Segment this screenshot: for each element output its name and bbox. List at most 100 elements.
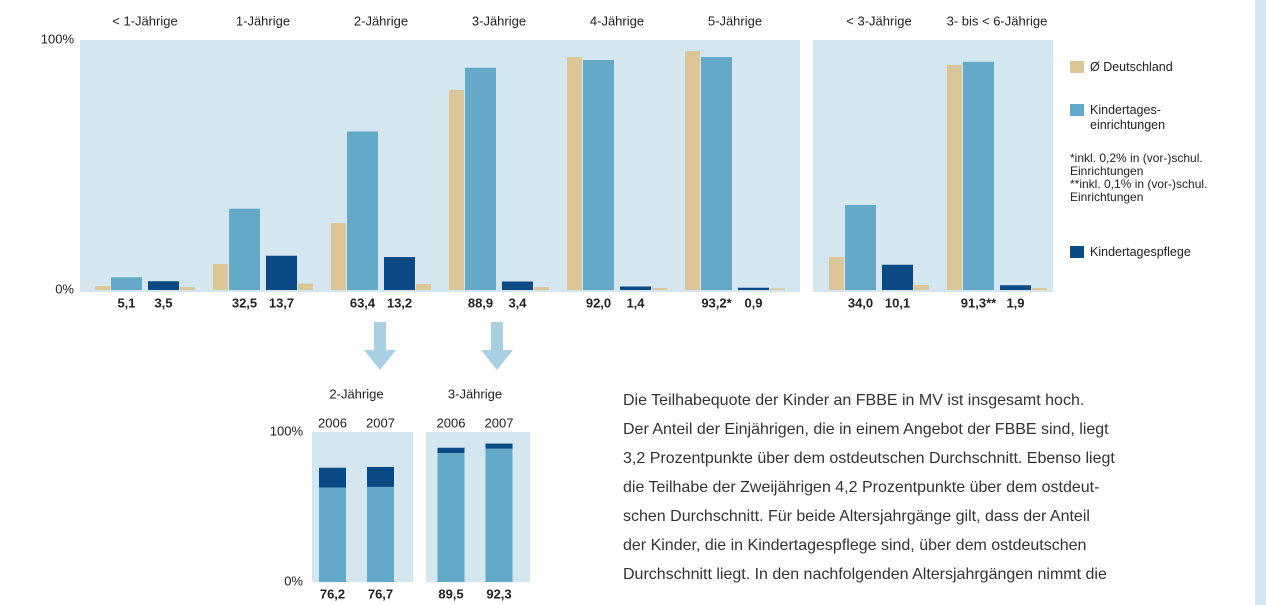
y-tick-label: 0%: [55, 281, 74, 296]
value-label: 13,2: [387, 295, 412, 310]
legend-item: Kindertagespflege: [1070, 245, 1191, 260]
bar: [148, 281, 179, 290]
value-label: 3,4: [508, 295, 527, 310]
arrow: [481, 322, 513, 370]
bar-segment: [319, 487, 346, 582]
text-line: Der Anteil der Einjährigen, die in einem…: [623, 421, 1109, 438]
bar-segment: [367, 466, 394, 487]
legend-swatch: [1070, 246, 1084, 258]
text-line: Durchschnitt liegt. In den nachfolgenden…: [623, 566, 1107, 583]
bar: [947, 65, 962, 290]
side-strip: [1255, 0, 1266, 605]
bar: [770, 288, 785, 290]
x-tick-label: 2007: [366, 415, 395, 430]
bar: [298, 283, 313, 290]
bar: [384, 257, 415, 290]
x-tick-label: 3- bis < 6-Jährige: [947, 13, 1048, 28]
panel: [80, 40, 800, 292]
value-label: 1,4: [626, 295, 645, 310]
bar: [685, 51, 700, 290]
x-tick-label: 1-Jährige: [236, 13, 290, 28]
bar: [567, 57, 582, 290]
bar: [845, 205, 876, 290]
x-tick-label: 2007: [485, 415, 514, 430]
value-label: 32,5: [232, 295, 257, 310]
value-label: 93,2*: [701, 295, 732, 310]
total-label: 89,5: [438, 586, 463, 601]
value-label: 1,9: [1006, 295, 1024, 310]
value-label: 34,0: [848, 295, 873, 310]
value-label: 63,4: [350, 295, 376, 310]
bar: [829, 257, 844, 290]
bar: [1000, 285, 1031, 290]
paragraph: Die Teilhabequote der Kinder an FBBE in …: [623, 386, 1115, 589]
x-tick-label: 2-Jährige: [354, 13, 408, 28]
text-line: Die Teilhabequote der Kinder an FBBE in …: [623, 392, 1085, 409]
bar-segment: [437, 447, 465, 453]
bar: [914, 285, 929, 290]
bar: [882, 264, 913, 290]
arrow: [364, 322, 396, 370]
bar: [95, 286, 110, 290]
value-label: 92,0: [586, 295, 611, 310]
x-tick-label: < 3-Jährige: [846, 13, 911, 28]
value-label: 5,1: [117, 295, 135, 310]
bar: [229, 208, 260, 290]
bar-segment: [319, 467, 346, 488]
note: *inkl. 0,2% in (vor-)schul. Einrichtunge…: [1070, 151, 1203, 178]
total-label: 76,2: [320, 586, 345, 601]
value-label: 0,9: [744, 295, 762, 310]
bar: [266, 255, 297, 290]
group-label: 2-Jährige: [329, 386, 383, 401]
value-label: 10,1: [885, 295, 910, 310]
legend-swatch: [1070, 104, 1084, 116]
notes: *inkl. 0,2% in (vor-)schul. Einrichtunge…: [1070, 152, 1250, 204]
bar: [213, 264, 228, 290]
legend-label: Ø Deutschland: [1090, 60, 1173, 74]
y-tick-label: 0%: [284, 573, 303, 588]
total-label: 92,3: [486, 586, 511, 601]
bar-segment: [367, 486, 394, 582]
x-tick-label: 5-Jährige: [708, 13, 762, 28]
bar-segment: [437, 453, 465, 582]
bar: [738, 287, 769, 290]
legend-item: Kindertages- einrichtungen: [1070, 103, 1165, 133]
y-tick-label: 100%: [41, 31, 75, 46]
y-tick-label: 100%: [270, 423, 304, 438]
bar: [416, 284, 431, 290]
value-label: 91,3**: [961, 295, 997, 310]
value-label: 13,7: [269, 295, 294, 310]
x-tick-label: < 1-Jährige: [112, 13, 177, 28]
bar: [583, 60, 614, 290]
bar: [331, 223, 346, 290]
bar-segment: [485, 448, 513, 582]
note: **inkl. 0,1% in (vor-)schul. Einrichtung…: [1070, 177, 1208, 204]
text-line: der Kinder, die in Kindertagespflege sin…: [623, 537, 1087, 554]
legend-item: Ø Deutschland: [1070, 60, 1173, 75]
bar: [449, 90, 464, 290]
bar: [652, 288, 667, 290]
bar: [534, 287, 549, 290]
bar: [963, 61, 994, 290]
text-line: die Teilhabe der Zweijährigen 4,2 Prozen…: [623, 479, 1100, 496]
legend-label: Kindertagespflege: [1090, 245, 1191, 259]
bar: [347, 131, 378, 290]
bar: [180, 287, 195, 290]
x-tick-label: 2006: [318, 415, 347, 430]
bar: [620, 286, 651, 290]
x-tick-label: 3-Jährige: [472, 13, 526, 28]
text-line: 3,2 Prozentpunkte über dem ostdeutschen …: [623, 450, 1115, 467]
text-line: schen Durchschnitt. Für beide Altersjahr…: [623, 508, 1090, 525]
x-tick-label: 2006: [437, 415, 466, 430]
legend-label: Kindertages- einrichtungen: [1090, 103, 1166, 132]
total-label: 76,7: [368, 586, 393, 601]
bar-segment: [485, 443, 513, 449]
bar: [502, 281, 533, 290]
value-label: 3,5: [154, 295, 172, 310]
group-label: 3-Jährige: [448, 386, 502, 401]
x-tick-label: 4-Jährige: [590, 13, 644, 28]
legend-swatch: [1070, 61, 1084, 73]
bar: [1032, 288, 1047, 290]
